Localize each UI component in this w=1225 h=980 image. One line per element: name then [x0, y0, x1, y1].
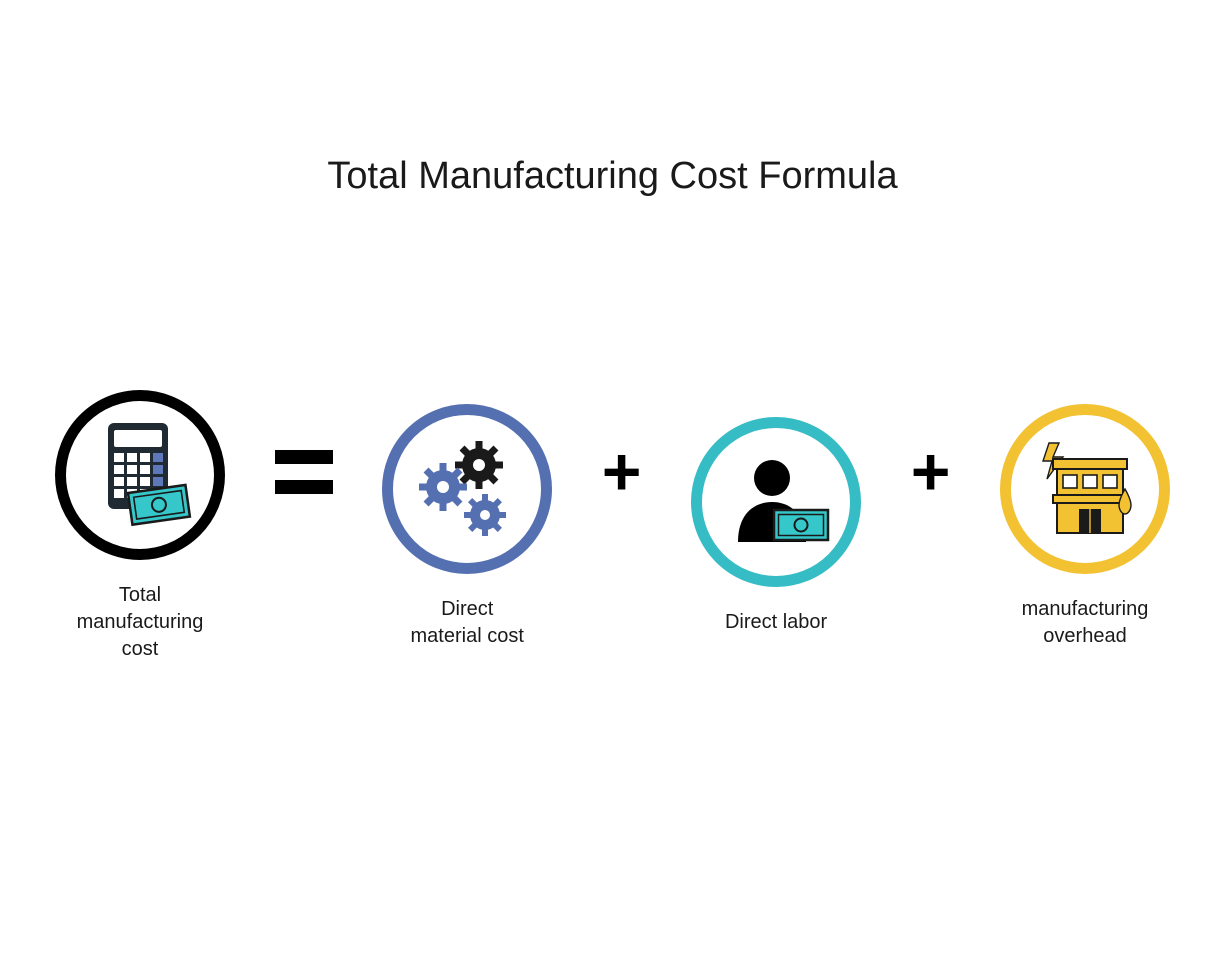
equals-operator: [275, 450, 333, 494]
calculator-money-icon: [80, 415, 200, 535]
label-overhead: manufacturing overhead: [1022, 596, 1149, 650]
formula-row: Total manufacturing cost: [55, 390, 1170, 663]
circle-overhead: [1000, 404, 1170, 574]
term-labor: Direct labor: [691, 417, 861, 636]
plus-operator-2: +: [911, 438, 951, 506]
plus-operator-1: +: [602, 438, 642, 506]
page-title: Total Manufacturing Cost Formula: [0, 155, 1225, 198]
term-material: Direct material cost: [382, 404, 552, 650]
circle-material: [382, 404, 552, 574]
label-labor: Direct labor: [725, 609, 827, 636]
term-overhead: manufacturing overhead: [1000, 404, 1170, 650]
label-total: Total manufacturing cost: [77, 582, 204, 663]
term-total: Total manufacturing cost: [55, 390, 225, 663]
label-material: Direct material cost: [411, 596, 524, 650]
circle-total: [55, 390, 225, 560]
gears-icon: [407, 429, 527, 549]
person-money-icon: [716, 442, 836, 562]
factory-utilities-icon: [1025, 429, 1145, 549]
circle-labor: [691, 417, 861, 587]
